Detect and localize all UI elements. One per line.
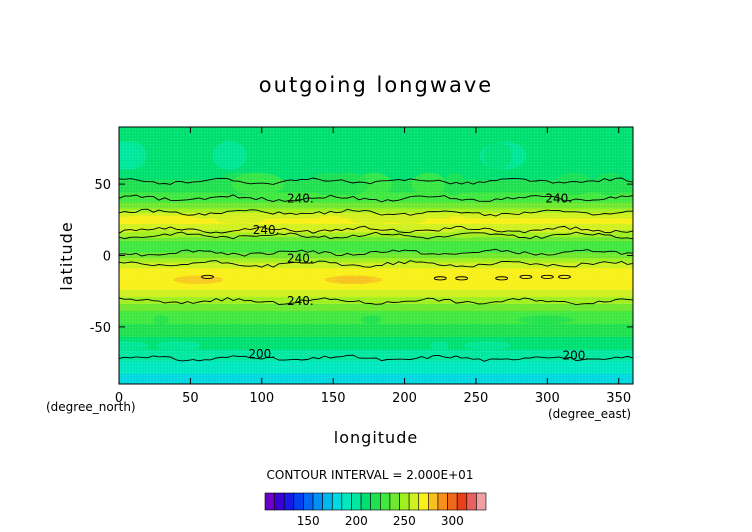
x-tick-label: 200 (392, 391, 417, 406)
colorbar-tick-label: 150 (297, 514, 320, 528)
contour-cell (201, 274, 214, 279)
colorbar (264, 492, 487, 511)
contour-label: 240. (287, 251, 314, 265)
y-axis-ticks: 50 0 -50 (90, 178, 633, 336)
colorbar-tick-label: 250 (393, 514, 416, 528)
contour-lines (119, 177, 633, 362)
contour-cell (519, 274, 533, 279)
colorbar-swatch (408, 492, 420, 511)
y-tick-label: 50 (94, 178, 111, 193)
contour-line (119, 225, 633, 234)
contour-cell (558, 274, 571, 279)
y-axis-unit: (degree_north) (46, 400, 136, 414)
x-tick-label: 0 (115, 391, 123, 406)
colorbar-swatch (274, 492, 285, 511)
contour-label: 200. (248, 347, 275, 361)
colorbar-swatch (456, 492, 468, 511)
contour-interval-note: CONTOUR INTERVAL = 2.000E+01 (267, 468, 474, 482)
y-tick-label: -50 (90, 321, 111, 336)
y-tick-label: 0 (103, 250, 111, 265)
colorbar-swatch (399, 492, 410, 511)
contour-labels: 200. 200. 240. 240. 240. 240. 240. (248, 191, 589, 362)
contour-line (119, 208, 633, 217)
contour-cell (455, 276, 469, 281)
colorbar-swatch (389, 492, 400, 511)
x-axis-unit: (degree_east) (548, 407, 631, 421)
x-axis-label: longitude (334, 428, 418, 447)
x-tick-label: 150 (321, 391, 346, 406)
colorbar-swatch (264, 492, 275, 511)
contour-label: 240. (253, 223, 280, 237)
contour-label: 240. (545, 191, 572, 205)
colorbar-swatch (303, 492, 314, 511)
contour-line (119, 194, 633, 203)
colorbar-swatch (380, 492, 391, 511)
plot-area (119, 127, 633, 384)
colorbar-swatch (283, 492, 295, 511)
colorbar-swatch (370, 492, 381, 511)
colorbar-swatch (447, 492, 458, 511)
contour-cell (540, 274, 554, 279)
colorbar-swatch (360, 492, 371, 511)
x-tick-label: 50 (182, 391, 199, 406)
colorbar-tick-label: 300 (441, 514, 464, 528)
contour-line (119, 231, 633, 240)
colorbar-swatch (351, 492, 362, 511)
chart-title: outgoing longwave (259, 73, 493, 97)
contour-line (119, 297, 633, 306)
plot-texture (119, 127, 633, 384)
colorbar-swatch (341, 492, 352, 511)
colorbar-swatch (466, 492, 477, 511)
contour-line (119, 177, 633, 185)
colorbar-swatch (322, 492, 333, 511)
colorbar-ticks: 150 200 250 300 (297, 514, 464, 528)
contour-cell (433, 276, 447, 281)
contour-cell (495, 276, 509, 281)
contour-line (119, 260, 633, 268)
colorbar-tick-label: 200 (345, 514, 368, 528)
y-axis-label: latitude (57, 221, 76, 290)
contour-line (119, 248, 633, 257)
contour-label: 240. (287, 191, 314, 205)
colorbar-swatch (428, 492, 439, 511)
x-tick-label: 300 (535, 391, 560, 406)
x-axis-ticks: 0 50 100 150 200 250 300 350 (115, 127, 631, 406)
colorbar-swatch (312, 492, 323, 511)
contour-label: 200. (563, 348, 590, 362)
colorbar-swatch (476, 492, 487, 511)
contour-line (119, 354, 633, 362)
colorbar-swatch (418, 492, 429, 511)
contour-label: 240. (287, 294, 314, 308)
colorbar-swatch (293, 492, 304, 511)
colorbar-swatch (331, 492, 343, 511)
x-tick-label: 350 (606, 391, 631, 406)
x-tick-label: 250 (464, 391, 489, 406)
colorbar-swatch (437, 492, 448, 511)
x-tick-label: 100 (249, 391, 274, 406)
